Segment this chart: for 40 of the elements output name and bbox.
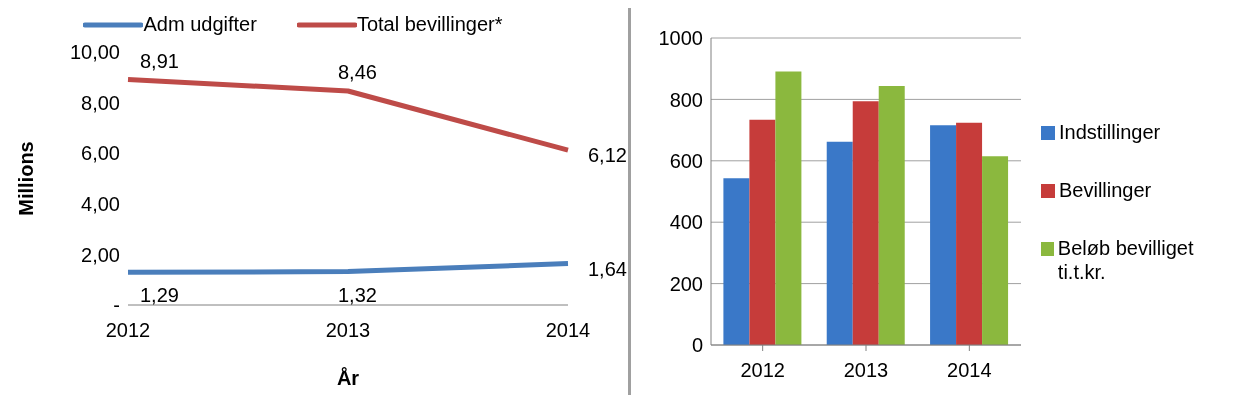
bar bbox=[930, 125, 957, 345]
bar bbox=[749, 119, 776, 345]
y-tick-label: 10,00 bbox=[69, 41, 120, 64]
legend-label: Total bevillinger* bbox=[356, 12, 503, 36]
y-tick-label: - bbox=[113, 294, 120, 317]
x-tick-label: 2014 bbox=[545, 319, 591, 342]
bar bbox=[826, 141, 853, 345]
legend-label: Adm udgifter bbox=[143, 12, 257, 36]
bar bbox=[878, 85, 905, 345]
y-tick-label: 600 bbox=[669, 149, 703, 172]
data-label: 1,29 bbox=[140, 284, 179, 307]
y-tick-label: 0 bbox=[691, 334, 703, 357]
data-label: 1,32 bbox=[338, 283, 377, 306]
legend-label: Beløb bevilliget ti.t.kr. bbox=[1057, 235, 1195, 284]
bar bbox=[982, 156, 1009, 345]
x-tick-label: 2012 bbox=[740, 359, 785, 382]
y-tick-label: 8,00 bbox=[81, 91, 120, 114]
data-label: 8,46 bbox=[338, 60, 377, 83]
bar bbox=[956, 122, 983, 345]
bar bbox=[775, 71, 802, 345]
legend-label: Bevillinger bbox=[1059, 177, 1152, 202]
legend-label: Indstillinger bbox=[1059, 119, 1161, 144]
y-tick-label: 1000 bbox=[658, 27, 703, 50]
data-label: 6,12 bbox=[588, 144, 627, 167]
y-tick-label: 800 bbox=[669, 88, 703, 111]
bar bbox=[723, 178, 750, 345]
x-tick-label: 2014 bbox=[947, 359, 992, 382]
y-axis-title: Millions bbox=[15, 141, 38, 216]
data-label: 8,91 bbox=[140, 49, 179, 72]
y-tick-label: 2,00 bbox=[81, 243, 120, 266]
bar bbox=[852, 101, 879, 345]
x-axis-title: År bbox=[336, 366, 360, 389]
x-tick-label: 2013 bbox=[325, 319, 371, 342]
x-tick-label: 2013 bbox=[843, 359, 889, 382]
y-tick-label: 200 bbox=[669, 272, 703, 295]
y-tick-label: 400 bbox=[669, 211, 703, 234]
y-tick-label: 6,00 bbox=[81, 142, 120, 165]
data-label: 1,64 bbox=[588, 257, 627, 280]
y-tick-label: 4,00 bbox=[81, 192, 120, 215]
x-tick-label: 2012 bbox=[105, 319, 151, 342]
